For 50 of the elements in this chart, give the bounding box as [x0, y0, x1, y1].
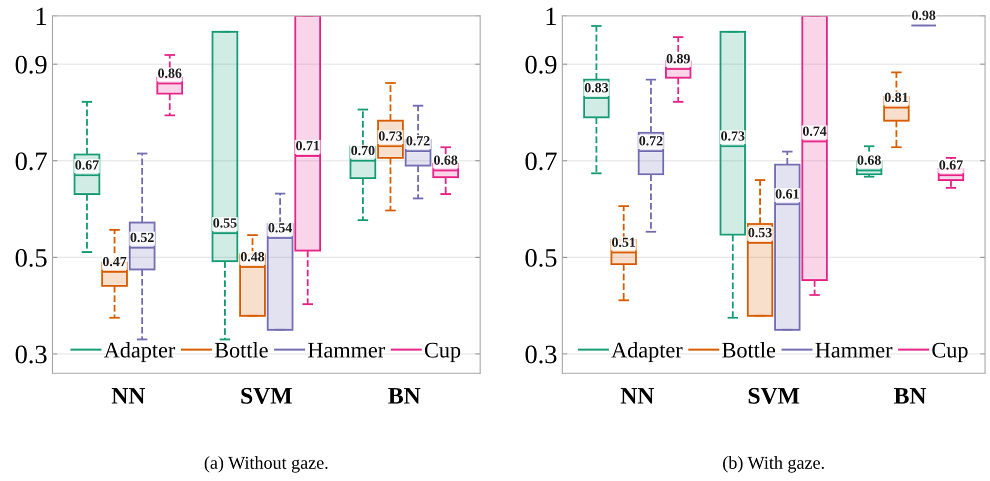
- y-tick-label: 0.9: [16, 56, 47, 74]
- text: 0.89: [666, 54, 690, 64]
- text: 0.98: [912, 10, 936, 20]
- y-tick-label: 0.3: [525, 346, 556, 364]
- text: (a) Without gaze.: [204, 456, 328, 473]
- text: 0.68: [858, 155, 881, 165]
- legend-label: Bottle: [722, 342, 776, 358]
- legend-label: Adapter: [611, 342, 682, 362]
- text: 0.53: [748, 228, 772, 238]
- y-tick-label: 0.7: [16, 152, 47, 170]
- text: 0.73: [721, 131, 744, 141]
- y-tick-label: 1: [546, 8, 556, 26]
- text: 0.72: [406, 136, 430, 146]
- x-tick-label: BN: [388, 388, 420, 404]
- legend-label: Adapter: [104, 342, 176, 362]
- legend-label: Cup: [424, 342, 460, 362]
- text: 0.81: [884, 92, 908, 102]
- text: 0.54: [268, 223, 292, 232]
- legend-label: Hammer: [815, 342, 892, 358]
- y-tick-label: 1: [36, 8, 46, 26]
- text: 0.73: [378, 131, 402, 141]
- text: 0.67: [939, 160, 963, 170]
- y-tick-label: 0.5: [16, 248, 47, 267]
- text: 0.74: [802, 126, 826, 136]
- x-tick-label: SVM: [748, 388, 800, 404]
- x-tick-label: SVM: [241, 388, 292, 404]
- legend-label: Cup: [932, 342, 968, 362]
- x-tick-label: NN: [620, 388, 654, 404]
- y-tick-label: 0.9: [525, 56, 556, 74]
- text: 0.61: [776, 189, 799, 199]
- text: 0.67: [75, 160, 99, 170]
- x-tick-label: NN: [112, 388, 146, 404]
- y-tick-label: 0.7: [525, 152, 557, 170]
- y-tick-label: 0.5: [525, 248, 556, 267]
- legend-label: Bottle: [214, 342, 268, 358]
- text: 0.86: [158, 68, 182, 78]
- text: 0.68: [434, 155, 458, 165]
- text: 0.72: [639, 136, 663, 146]
- x-tick-label: BN: [894, 388, 926, 404]
- text: 0.55: [213, 218, 237, 228]
- text: 0.47: [102, 256, 126, 266]
- text: 0.52: [130, 232, 154, 242]
- text: 0.71: [296, 140, 320, 150]
- y-tick-label: 0.3: [16, 346, 47, 364]
- text: 0.51: [612, 238, 636, 247]
- text: (b) With gaze.: [723, 456, 824, 473]
- text: 0.70: [351, 146, 375, 156]
- legend-label: Hammer: [308, 342, 385, 358]
- text: 0.83: [584, 83, 608, 92]
- text: 0.48: [240, 252, 264, 262]
